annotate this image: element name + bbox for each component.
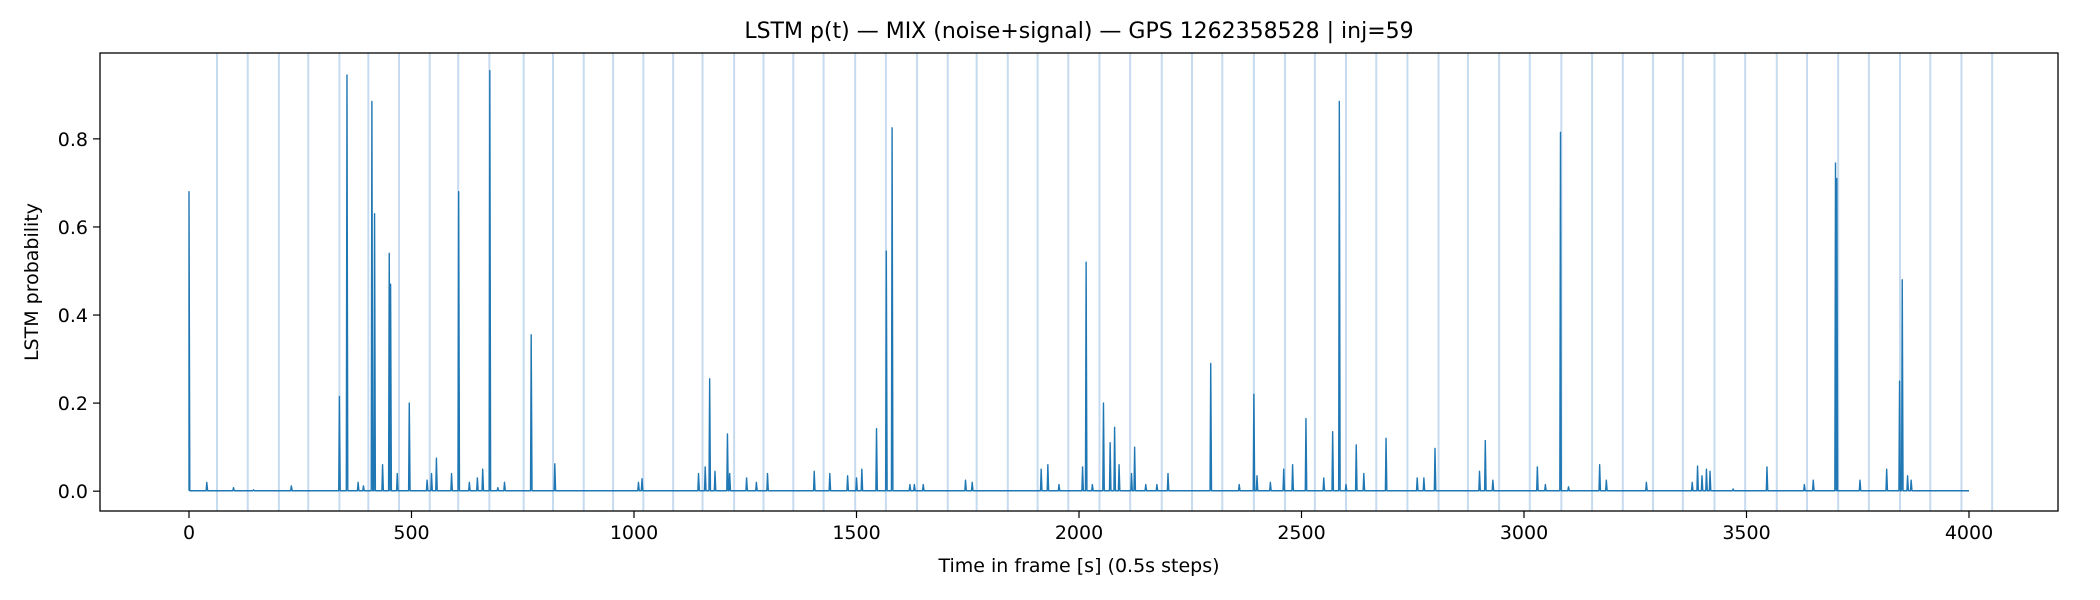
series-line [188, 69, 1969, 492]
x-tick-label: 1000 [610, 522, 658, 544]
x-tick-label: 2500 [1277, 522, 1325, 544]
x-tick-label: 2000 [1055, 522, 1103, 544]
x-tick-label: 3000 [1500, 522, 1548, 544]
x-tick-label: 0 [183, 522, 195, 544]
y-tick-label: 0.6 [58, 217, 88, 239]
x-tick-label: 500 [393, 522, 429, 544]
x-tick-label: 4000 [1945, 522, 1993, 544]
series-layer [188, 69, 1969, 492]
chart-title: LSTM p(t) — MIX (noise+signal) — GPS 126… [744, 19, 1413, 44]
y-tick-label: 0.4 [58, 305, 88, 327]
x-axis-label: Time in frame [s] (0.5s steps) [937, 555, 1219, 577]
y-axis-label: LSTM probability [21, 203, 43, 361]
x-tick-label: 1500 [832, 522, 880, 544]
x-axis-ticks: 0 500 1000 1500 2000 2500 3000 3500 4000 [183, 511, 1993, 544]
y-tick-label: 0.0 [58, 481, 88, 503]
x-tick-label: 3500 [1722, 522, 1770, 544]
y-tick-label: 0.2 [58, 393, 88, 415]
y-axis-ticks: 0.0 0.2 0.4 0.6 0.8 [58, 129, 100, 503]
y-tick-label: 0.8 [58, 129, 88, 151]
